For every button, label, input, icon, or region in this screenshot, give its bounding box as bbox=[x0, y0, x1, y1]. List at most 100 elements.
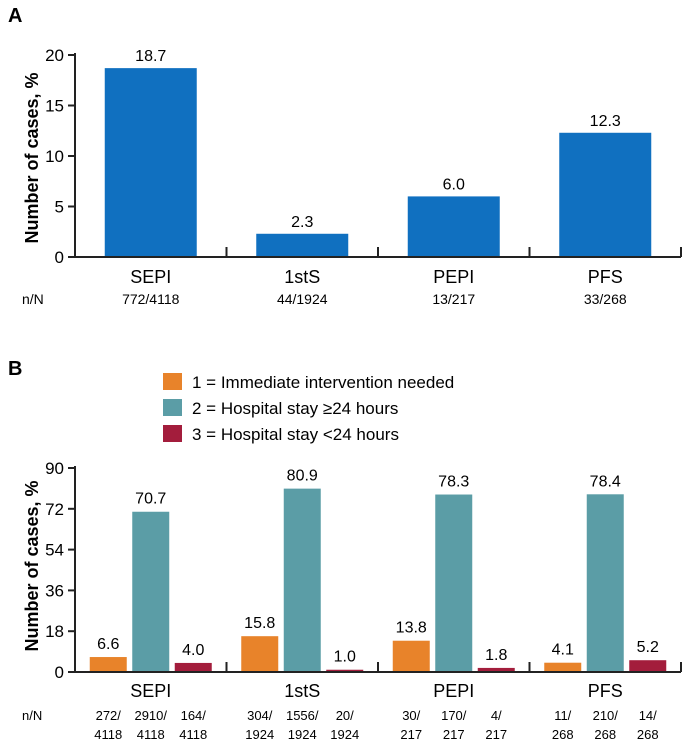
panel-b-axes bbox=[74, 466, 682, 673]
y-tick-label: 0 bbox=[55, 248, 64, 267]
bar-1sts-s1 bbox=[241, 636, 279, 672]
nn-numerator: 164/ bbox=[181, 708, 207, 723]
bar-pepi-s3 bbox=[477, 667, 515, 672]
bar-1sts-s3 bbox=[326, 669, 364, 672]
panel-b-bars: 6.6 70.7 4.0 15.8 80.9 1.0 13.8 78.3 1.8 4.1 78.4 5… bbox=[89, 468, 667, 672]
nn-numerator: 210/ bbox=[593, 708, 619, 723]
x-category-label: PEPI bbox=[433, 681, 474, 701]
panel-b-legend: 1 = Immediate intervention needed 2 = Hos… bbox=[163, 373, 454, 444]
legend-swatch bbox=[163, 425, 182, 442]
legend-entry: 2 = Hospital stay ≥24 hours bbox=[192, 399, 398, 418]
bar-pfs-s2 bbox=[586, 494, 624, 672]
panel-a-bars: 18.7 2.3 6.0 12.3 bbox=[104, 48, 652, 257]
y-tick-label: 72 bbox=[45, 500, 64, 519]
x-category-label: SEPI bbox=[130, 681, 171, 701]
nn-value: 13/217 bbox=[432, 291, 475, 307]
nn-denominator: 268 bbox=[594, 727, 616, 742]
x-category-label: 1stS bbox=[284, 681, 320, 701]
nn-numerator: 272/ bbox=[96, 708, 122, 723]
nn-numerator: 20/ bbox=[336, 708, 354, 723]
y-tick-label: 36 bbox=[45, 581, 64, 600]
y-tick-label: 15 bbox=[45, 97, 64, 116]
data-label: 12.3 bbox=[590, 113, 621, 130]
y-tick-label: 18 bbox=[45, 622, 64, 641]
nn-denominator: 217 bbox=[485, 727, 507, 742]
x-category-label: PFS bbox=[588, 681, 623, 701]
nn-numerator: 304/ bbox=[247, 708, 273, 723]
nn-denominator: 1924 bbox=[288, 727, 317, 742]
y-tick-label: 5 bbox=[55, 198, 64, 217]
bar-sepi-s2 bbox=[132, 511, 170, 672]
nn-denominator: 217 bbox=[443, 727, 465, 742]
bar-sepi-s1 bbox=[89, 657, 127, 672]
x-category-label: PEPI bbox=[433, 267, 474, 287]
legend-swatch bbox=[163, 373, 182, 390]
nn-value: 772/4118 bbox=[122, 291, 180, 307]
data-label: 70.7 bbox=[135, 491, 166, 508]
nn-denominator: 217 bbox=[400, 727, 422, 742]
legend-entry: 3 = Hospital stay <24 hours bbox=[192, 425, 399, 444]
nn-numerator: 30/ bbox=[402, 708, 420, 723]
data-label: 6.6 bbox=[97, 636, 119, 653]
bar-1sts bbox=[256, 233, 349, 257]
panel-a-nn-label: n/N bbox=[22, 291, 44, 307]
x-category-label: SEPI bbox=[130, 267, 171, 287]
data-label: 78.4 bbox=[590, 473, 621, 490]
y-tick-label: 54 bbox=[45, 541, 64, 560]
x-category-label: 1stS bbox=[284, 267, 320, 287]
panel-b-label: B bbox=[8, 358, 22, 380]
nn-numerator: 11/ bbox=[554, 708, 571, 723]
data-label: 2.3 bbox=[291, 214, 313, 231]
data-label: 5.2 bbox=[637, 639, 659, 656]
x-category-label: PFS bbox=[588, 267, 623, 287]
nn-numerator: 2910/ bbox=[134, 708, 167, 723]
panel-b-nn-label: n/N bbox=[22, 708, 42, 723]
nn-value: 33/268 bbox=[584, 291, 627, 307]
y-tick-label: 20 bbox=[45, 46, 64, 65]
nn-denominator: 4118 bbox=[179, 727, 207, 742]
nn-numerator: 4/ bbox=[491, 708, 502, 723]
nn-denominator: 268 bbox=[552, 727, 574, 742]
legend-entry: 1 = Immediate intervention needed bbox=[192, 373, 454, 392]
nn-denominator: 4118 bbox=[94, 727, 122, 742]
y-tick-label: 90 bbox=[45, 459, 64, 478]
data-label: 80.9 bbox=[287, 468, 318, 485]
bar-pfs bbox=[559, 132, 652, 257]
panel-a-label: A bbox=[8, 5, 22, 27]
panel-b: B 1 = Immediate intervention needed 2 = H… bbox=[8, 358, 682, 742]
nn-numerator: 1556/ bbox=[286, 708, 319, 723]
data-label: 13.8 bbox=[396, 620, 427, 637]
legend-swatch bbox=[163, 399, 182, 416]
bar-sepi-s3 bbox=[174, 662, 212, 672]
panel-b-y-axis-label: Number of cases, % bbox=[22, 480, 42, 651]
panel-a-axes bbox=[74, 53, 682, 258]
nn-denominator: 1924 bbox=[245, 727, 274, 742]
data-label: 15.8 bbox=[244, 615, 275, 632]
bar-pfs-s1 bbox=[544, 662, 582, 672]
panel-a-y-axis-label: Number of cases, % bbox=[22, 72, 42, 243]
nn-denominator: 268 bbox=[637, 727, 659, 742]
bar-pepi-s2 bbox=[435, 494, 473, 672]
panel-a-x-labels: SEPI 772/4118 1stS 44/1924 PEPI 13/217 PFS 33/2… bbox=[122, 267, 627, 307]
data-label: 78.3 bbox=[438, 474, 469, 491]
data-label: 1.0 bbox=[334, 649, 356, 666]
y-tick-label: 0 bbox=[55, 663, 64, 682]
bar-pepi-s1 bbox=[392, 640, 430, 672]
nn-value: 44/1924 bbox=[277, 291, 328, 307]
data-label: 18.7 bbox=[135, 48, 166, 65]
panel-b-y-ticks: 0 18 36 54 72 90 bbox=[45, 459, 75, 682]
y-tick-label: 10 bbox=[45, 147, 64, 166]
bar-pepi bbox=[407, 196, 500, 257]
panel-a: A Number of cases, % 0 5 10 15 20 18.7 2.3 6.0… bbox=[8, 5, 682, 307]
panel-a-y-ticks: 0 5 10 15 20 bbox=[45, 46, 75, 267]
nn-numerator: 14/ bbox=[639, 708, 657, 723]
bar-1sts-s2 bbox=[283, 488, 321, 672]
data-label: 4.0 bbox=[182, 642, 204, 659]
data-label: 6.0 bbox=[443, 176, 465, 193]
data-label: 1.8 bbox=[485, 647, 507, 664]
bar-pfs-s3 bbox=[629, 660, 667, 672]
panel-b-x-labels: 272/4118 2910/4118 164/4118 SEPI 304/1924 155… bbox=[94, 681, 658, 742]
data-label: 4.1 bbox=[552, 642, 574, 659]
nn-denominator: 1924 bbox=[330, 727, 359, 742]
